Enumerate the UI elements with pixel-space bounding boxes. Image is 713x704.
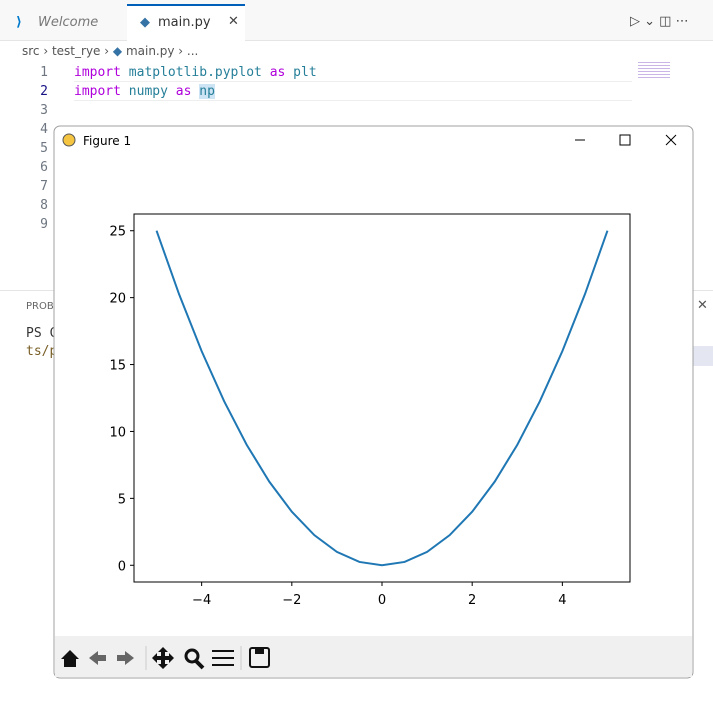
y-tick-label: 0	[118, 559, 126, 574]
home-button[interactable]	[61, 650, 79, 667]
x-tick-label: 2	[468, 593, 476, 608]
line-number: 8	[40, 198, 48, 213]
module: matplotlib.pyplot	[128, 65, 262, 80]
panel-tab[interactable]: PROB	[26, 301, 54, 312]
toolbar	[55, 636, 692, 677]
line-number: 1	[40, 65, 48, 80]
line-number: 9	[40, 217, 48, 232]
keyword: as	[175, 84, 192, 99]
terminal-line: ts/p	[26, 344, 58, 359]
panel-close[interactable]: ✕	[697, 298, 708, 313]
tab-label[interactable]: main.py	[158, 15, 211, 30]
window-frame	[53, 125, 694, 679]
y-tick-label: 5	[118, 492, 126, 507]
crumb[interactable]: test_rye	[51, 44, 101, 58]
alias: np	[199, 84, 215, 99]
pan-button[interactable]	[152, 647, 174, 669]
tab-bar	[0, 0, 713, 41]
x-tick-label: 0	[378, 593, 386, 608]
tab-close[interactable]: ✕	[228, 14, 239, 29]
breadcrumb: src › test_rye › ◆ main.py › ...	[22, 44, 199, 58]
keyword: as	[269, 65, 286, 80]
crumb[interactable]: main.py	[125, 44, 175, 58]
code: import matplotlib.pyplot as plt import n…	[74, 63, 317, 101]
line-number: 2	[40, 84, 48, 99]
y-tick-label: 20	[109, 292, 126, 307]
active-tab[interactable]	[127, 4, 245, 43]
back-button[interactable]	[89, 651, 106, 665]
window-icon	[62, 133, 76, 147]
line-number: 4	[40, 122, 48, 137]
line-number: 5	[40, 141, 48, 156]
terminal-line: PS C	[26, 326, 58, 341]
line	[155, 230, 609, 567]
keyword: import	[74, 65, 121, 80]
run-button[interactable]: ▷ ⌄ ◫ ⋯	[630, 14, 689, 29]
y-tick-label: 25	[109, 225, 126, 240]
line-number: 3	[40, 103, 48, 118]
minimap	[638, 62, 670, 80]
x-tick-label: −2	[282, 593, 301, 608]
toolbar-icons	[61, 647, 270, 670]
alias: plt	[293, 65, 317, 80]
terminal-selected	[693, 346, 713, 366]
window-title: Figure 1	[83, 134, 131, 148]
line-number: 7	[40, 179, 48, 194]
axes-frame	[133, 213, 631, 583]
crumb[interactable]: ...	[186, 44, 199, 58]
crumb[interactable]: src	[22, 44, 40, 58]
zoom-button[interactable]	[184, 648, 200, 664]
python-icon: ◆	[140, 15, 150, 30]
tab-label[interactable]: Welcome	[38, 15, 99, 30]
line-numbers: 1 2 3 4 5 6 7 8 9	[20, 63, 48, 234]
configure-button[interactable]	[212, 650, 234, 666]
module: numpy	[128, 84, 168, 99]
x-tick-label: 4	[558, 593, 566, 608]
vscode-icon: ⟩	[16, 15, 22, 30]
x-tick-label: −4	[192, 593, 211, 608]
maximize[interactable]	[619, 134, 631, 146]
y-tick-label: 10	[109, 425, 126, 440]
plot: −4 −2 0 2 4 0 5 10 15 20 25	[109, 213, 631, 608]
forward-button[interactable]	[117, 651, 134, 665]
line-number: 6	[40, 160, 48, 175]
close[interactable]	[665, 134, 677, 146]
current-line	[74, 81, 632, 101]
terminal: PS C ts/p	[26, 325, 57, 361]
keyword: import	[74, 84, 121, 99]
y-tick-label: 15	[109, 359, 126, 374]
